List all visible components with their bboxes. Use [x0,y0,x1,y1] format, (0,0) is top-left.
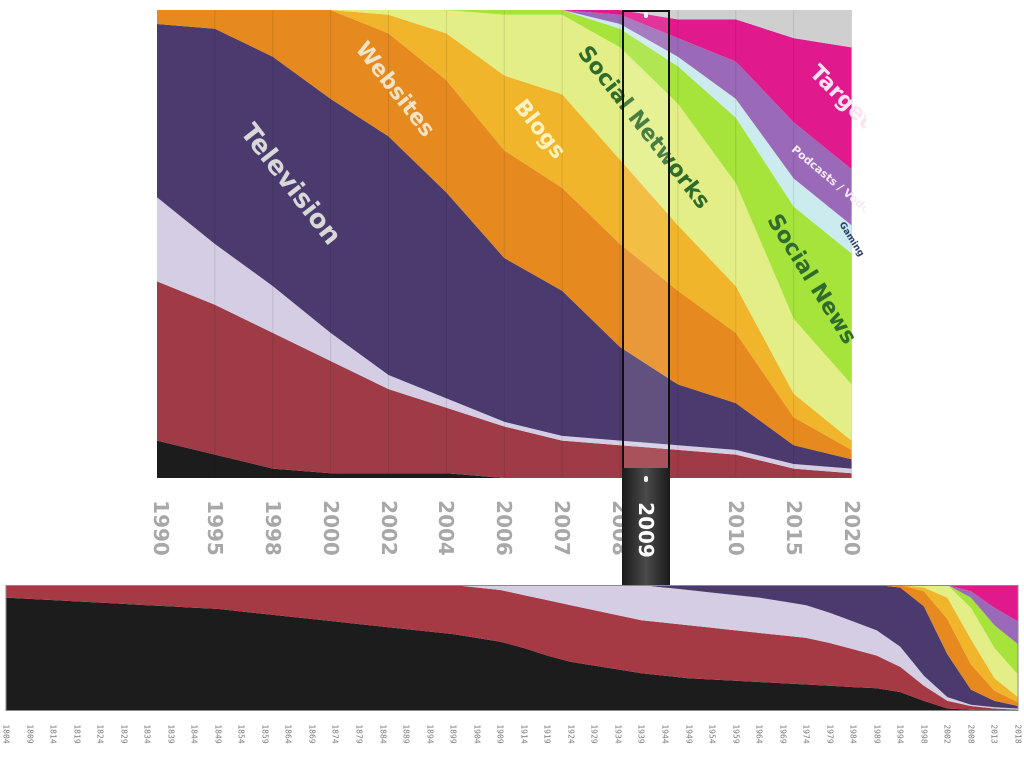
overview-year-tick: 1834 [142,724,152,744]
overview-year-tick: 1944 [660,724,670,744]
overview-year-tick: 1814 [48,724,58,744]
overview-stacked-area-chart[interactable] [0,585,1024,711]
overview-year-tick: 1899 [448,724,458,744]
main-series-websites [157,10,852,460]
year-tick-label[interactable]: 2002 [376,500,401,556]
overview-series-band-2 [6,585,1018,710]
main-series-band-0 [157,440,852,478]
grip-frame-top [644,12,648,18]
main-series-band-11 [157,10,852,48]
overview-year-tick: 1859 [260,724,270,744]
year-tick-label[interactable]: 1990 [149,500,173,556]
overview-year-tick: 1874 [330,724,340,744]
year-tick-label[interactable]: 1998 [260,500,285,556]
overview-year-tick: 1919 [542,724,552,744]
main-series-band-2 [157,197,852,474]
year-selector[interactable]: 2009 [622,10,670,590]
overview-series-band-4 [6,585,1018,706]
overview-year-tick: 1984 [848,724,858,744]
overview-year-tick: 1824 [95,724,105,744]
overview-year-tick: 1949 [684,724,693,744]
overview-year-tick: 1964 [754,724,764,744]
overview-year-tick: 1909 [495,724,505,744]
overview-year-tick: 1804 [1,724,11,744]
main-series-band-1 [157,281,852,478]
overview-series-band-0 [6,597,1018,711]
overview-year-tick: 1989 [872,724,882,744]
year-tick-label[interactable]: 2010 [723,500,748,556]
overview-year-tick: 2018 [1013,724,1023,744]
main-series-social-networks [157,10,852,441]
overview-year-tick: 1889 [401,724,411,744]
overview-year-tick: 1844 [189,724,199,744]
main-series-television [157,24,852,469]
overview-frame [5,585,1019,711]
overview-year-tick: 1849 [213,724,223,744]
overview-year-tick: 1969 [778,724,788,744]
overview-year-tick: 1809 [25,724,35,744]
year-tick-label[interactable]: 2015 [781,500,806,556]
overview-year-tick: 1864 [283,724,293,744]
overview-year-tick: 1979 [825,724,835,744]
overview-year-tick: 2008 [966,724,976,744]
overview-year-tick: 1939 [636,724,646,744]
overview-year-tick: 1854 [236,724,246,744]
overview-year-tick: 1998 [919,724,929,744]
main-year-axis: 1990 1995 1998 2000 2002 2004 2006 2007 2008 2010… [149,480,1024,580]
main-series-blogs [157,10,852,450]
overview-year-tick: 1819 [72,724,82,744]
overview-year-tick: 1934 [613,724,623,744]
overview-year-tick: 1929 [589,724,599,744]
year-tick-label[interactable]: 1995 [202,500,227,556]
year-tick-label[interactable]: 2004 [434,500,459,556]
overview-year-tick: 1959 [731,724,741,744]
overview-year-tick: 1894 [425,724,435,744]
overview-year-tick: 2013 [989,724,999,744]
overview-year-tick: 1994 [895,724,905,744]
year-tick-label[interactable]: 2006 [492,500,517,556]
grip-top [644,476,648,482]
overview-year-tick: 1884 [378,724,388,744]
overview-series-band-1 [6,585,1018,711]
selected-year-label: 2009 [634,502,658,558]
overview-year-tick: 1914 [519,724,529,744]
overview-year-tick: 1839 [166,724,176,744]
overview-year-tick: 1829 [119,724,129,744]
overview-year-tick: 2002 [942,724,952,744]
overview-year-tick: 1879 [354,724,364,744]
year-selector-frame[interactable] [622,10,670,478]
year-tick-label[interactable]: 2007 [550,500,575,556]
overview-year-axis: 1804 1809 1814 1819 1824 1829 1834 1839 1844 1849… [0,712,1024,768]
overview-year-tick: 1974 [801,724,811,744]
year-selector-handle[interactable] [622,468,670,588]
year-tick-label[interactable]: 2000 [318,500,343,556]
year-tick-label[interactable]: 2020 [839,500,864,556]
overview-year-tick: 1954 [707,724,717,744]
overview-year-tick: 1924 [566,724,576,744]
overview-year-tick: 1904 [472,724,482,744]
overview-year-tick: 1869 [307,724,317,744]
